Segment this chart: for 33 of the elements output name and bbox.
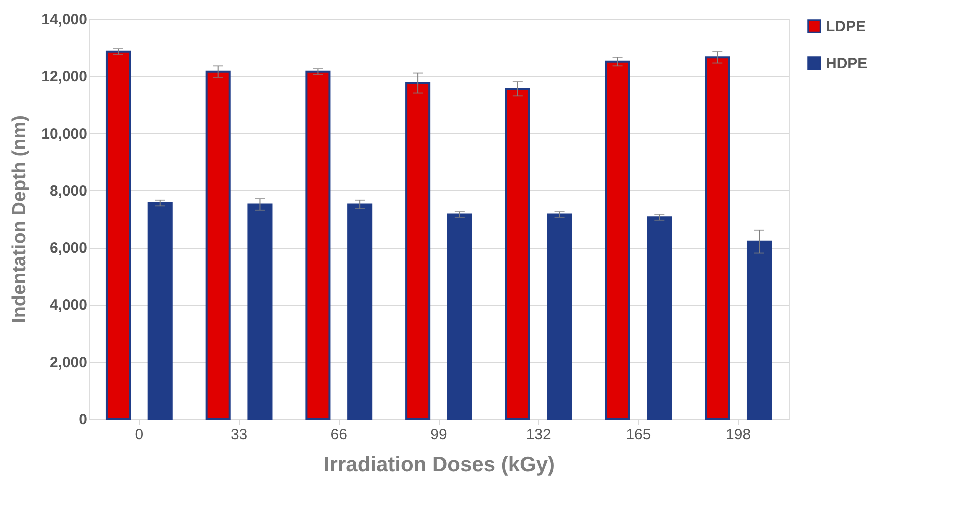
x-tick-label: 165 xyxy=(626,426,652,444)
x-axis-title: Irradiation Doses (kGy) xyxy=(324,454,556,476)
bar xyxy=(505,88,530,420)
x-tick-label: 66 xyxy=(330,426,348,444)
bar xyxy=(106,50,132,420)
y-tick-label: 14,000 xyxy=(42,12,88,28)
x-tick-label: 198 xyxy=(726,426,752,444)
bar xyxy=(447,214,472,420)
bar xyxy=(348,204,373,420)
legend-label: HDPE xyxy=(826,56,868,72)
x-tick-label: 33 xyxy=(230,426,248,444)
bar xyxy=(547,214,572,420)
bar xyxy=(705,56,730,420)
x-tick-label: 0 xyxy=(135,426,144,444)
bar xyxy=(406,82,431,420)
y-tick-label: 8,000 xyxy=(50,182,88,200)
bar xyxy=(605,60,630,420)
x-tick-label: 99 xyxy=(430,426,448,444)
y-tick-label: 6,000 xyxy=(50,240,88,258)
bar xyxy=(746,240,772,420)
y-tick-label: 2,000 xyxy=(50,354,88,372)
bar xyxy=(647,216,672,420)
legend-label: LDPE xyxy=(826,18,866,36)
y-tick-label: 0 xyxy=(79,412,88,428)
y-tick-label: 10,000 xyxy=(42,126,88,143)
bar xyxy=(148,202,173,420)
y-tick-label: 4,000 xyxy=(50,297,88,314)
bar xyxy=(306,70,331,420)
y-axis-title: Indentation Depth (nm) xyxy=(10,116,31,324)
x-tick-label: 132 xyxy=(526,426,552,444)
bar xyxy=(206,70,231,420)
bar xyxy=(248,204,273,420)
y-tick-label: 12,000 xyxy=(42,68,88,86)
